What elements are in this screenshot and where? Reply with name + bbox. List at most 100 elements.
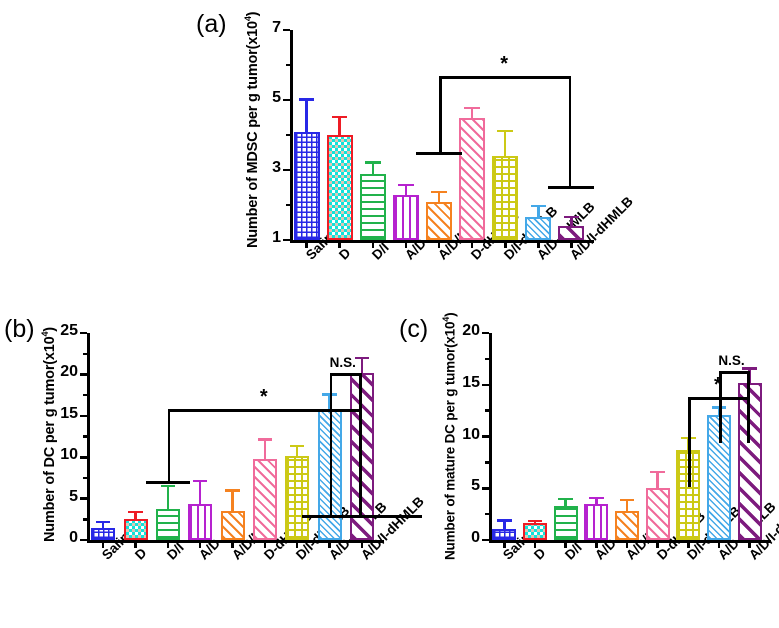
error-bar-stem bbox=[295, 444, 299, 458]
x-tick bbox=[437, 242, 441, 248]
y-tick-minor bbox=[83, 393, 87, 397]
y-tick-label: 1 bbox=[272, 229, 281, 246]
error-bar-stem bbox=[717, 406, 721, 417]
y-tick-label: 10 bbox=[462, 425, 480, 443]
significance-bracket-cap-right bbox=[548, 186, 595, 189]
x-tick bbox=[503, 542, 506, 548]
error-bar-cap bbox=[354, 357, 370, 360]
error-bar-stem bbox=[503, 519, 506, 531]
y-tick-minor bbox=[485, 461, 489, 464]
x-tick bbox=[134, 542, 137, 548]
significance-bracket-right bbox=[359, 373, 362, 469]
y-tick-label: 0 bbox=[471, 529, 480, 546]
x-tick bbox=[687, 542, 690, 548]
error-bar-cap bbox=[364, 161, 381, 164]
panel-a-letter: (a) bbox=[196, 10, 227, 38]
y-axis bbox=[489, 333, 492, 541]
panel-b-plot: 0510152025SalineDD/IA/DA/D/ID-dHMLBD/I-d… bbox=[60, 322, 427, 563]
y-tick-label: 7 bbox=[272, 19, 281, 36]
bar-A-D bbox=[188, 504, 213, 540]
panel-a: (a) Number of MDSC per g tumor(x104) 1 3 5… bbox=[0, 0, 636, 305]
x-tick bbox=[198, 542, 202, 548]
error-bar-stem bbox=[404, 184, 408, 197]
significance-bracket-right bbox=[568, 76, 572, 186]
error-bar-cap bbox=[128, 511, 143, 514]
error-bar-cap bbox=[558, 497, 573, 500]
error-bar-cap bbox=[431, 191, 447, 194]
error-bar-cap bbox=[298, 98, 315, 101]
panel-c: (c) Number of mature DC per g tumor(x104… bbox=[395, 305, 779, 628]
panel-c-plot: 05101520SalineDD/IA/DA/D/ID-dHMLBD/I-dHM… bbox=[462, 322, 779, 563]
x-tick bbox=[656, 542, 659, 548]
error-bar-stem bbox=[166, 484, 170, 511]
x-axis bbox=[87, 540, 384, 543]
y-tick-major bbox=[482, 383, 489, 387]
bar-Saline bbox=[293, 131, 320, 240]
error-bar-stem bbox=[231, 489, 234, 513]
y-axis bbox=[290, 30, 293, 241]
error-bar-cap bbox=[497, 519, 512, 522]
significance-bracket-cap-right bbox=[301, 515, 422, 518]
y-tick-label: 0 bbox=[69, 529, 78, 546]
significance-star: * bbox=[259, 386, 268, 408]
bar-D-dHMLB bbox=[645, 488, 670, 540]
y-tick-major bbox=[482, 487, 489, 490]
error-bar-stem bbox=[564, 497, 567, 508]
x-tick bbox=[625, 542, 629, 548]
error-bar-cap bbox=[563, 215, 580, 218]
bar-D-dHMLB bbox=[459, 117, 486, 240]
y-tick-label: 5 bbox=[69, 487, 78, 505]
error-bar-stem bbox=[470, 107, 474, 120]
x-tick bbox=[263, 542, 267, 548]
error-bar-stem bbox=[437, 191, 441, 204]
y-tick-label: 10 bbox=[60, 446, 78, 464]
x-tick bbox=[533, 542, 537, 548]
significance-bracket-left bbox=[688, 397, 691, 487]
error-bar-stem bbox=[504, 129, 507, 158]
x-tick bbox=[360, 542, 364, 548]
y-tick-major bbox=[482, 435, 489, 438]
error-bar-cap bbox=[530, 205, 547, 208]
error-bar-cap bbox=[742, 367, 757, 370]
error-bar-stem bbox=[595, 496, 598, 506]
significance-bracket-top bbox=[329, 373, 362, 376]
y-tick-minor bbox=[485, 512, 489, 516]
error-bar-stem bbox=[656, 470, 659, 491]
y-tick-minor bbox=[83, 352, 87, 355]
panel-a-y-axis-label: Number of MDSC per g tumor(x104) bbox=[243, 11, 261, 248]
significance-ns-label: N.S. bbox=[718, 353, 745, 368]
x-tick bbox=[470, 242, 474, 248]
error-bar-cap bbox=[650, 470, 665, 474]
x-axis bbox=[290, 240, 594, 243]
error-bar-stem bbox=[687, 436, 690, 452]
significance-bracket-left bbox=[167, 409, 171, 481]
error-bar-cap bbox=[257, 438, 273, 441]
error-bar-stem bbox=[101, 520, 105, 530]
significance-bracket-left bbox=[719, 371, 722, 443]
y-tick-label: 15 bbox=[60, 404, 78, 422]
y-tick-major bbox=[482, 538, 489, 542]
x-tick bbox=[338, 242, 341, 248]
significance-star: * bbox=[714, 374, 722, 396]
bar-D-I bbox=[359, 173, 386, 240]
bar-D-I-dHMLB bbox=[676, 449, 701, 540]
error-bar-cap bbox=[398, 184, 414, 187]
error-bar-stem bbox=[537, 205, 540, 220]
error-bar-stem bbox=[328, 393, 331, 412]
y-tick-major bbox=[80, 538, 87, 542]
x-tick bbox=[295, 542, 299, 548]
error-bar-stem bbox=[533, 519, 537, 526]
error-bar-cap bbox=[225, 489, 240, 492]
bar-A-D bbox=[584, 503, 609, 540]
bar-A-D-I-dHMLB bbox=[558, 226, 585, 240]
x-tick bbox=[328, 542, 331, 548]
bar-D bbox=[523, 523, 547, 540]
y-tick-minor bbox=[83, 476, 87, 480]
x-tick bbox=[564, 542, 567, 548]
x-tick bbox=[305, 242, 308, 248]
x-tick bbox=[371, 242, 375, 248]
panel-b: (b) Number of DC per g tumor(x104) 0 5 10 1… bbox=[0, 305, 427, 628]
y-tick-label: 20 bbox=[462, 322, 480, 339]
y-tick-minor bbox=[83, 518, 87, 521]
significance-star: * bbox=[500, 53, 509, 75]
